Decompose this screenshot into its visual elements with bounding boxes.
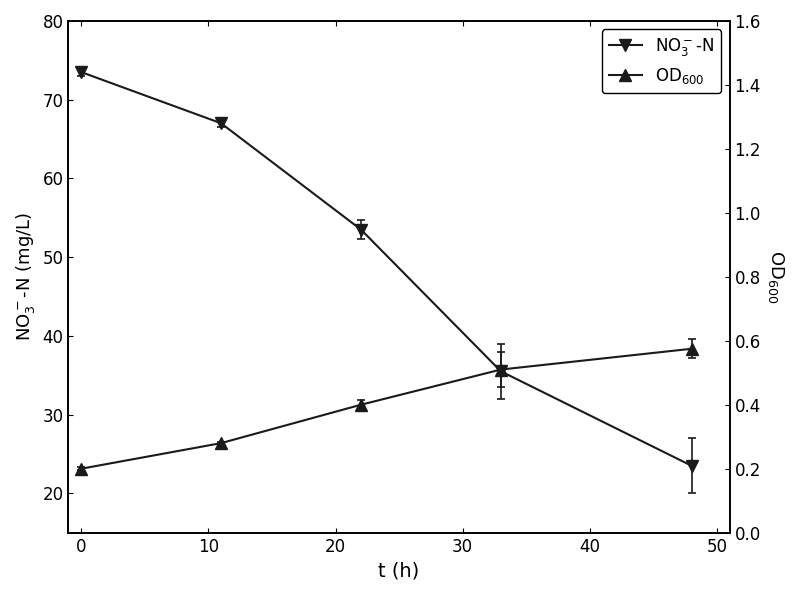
Y-axis label: OD$_{600}$: OD$_{600}$ [766, 250, 786, 304]
X-axis label: t (h): t (h) [378, 561, 420, 580]
Y-axis label: NO$_3^-$-N (mg/L): NO$_3^-$-N (mg/L) [14, 212, 37, 342]
Legend: NO$_3^-$-N, OD$_{600}$: NO$_3^-$-N, OD$_{600}$ [602, 29, 722, 93]
